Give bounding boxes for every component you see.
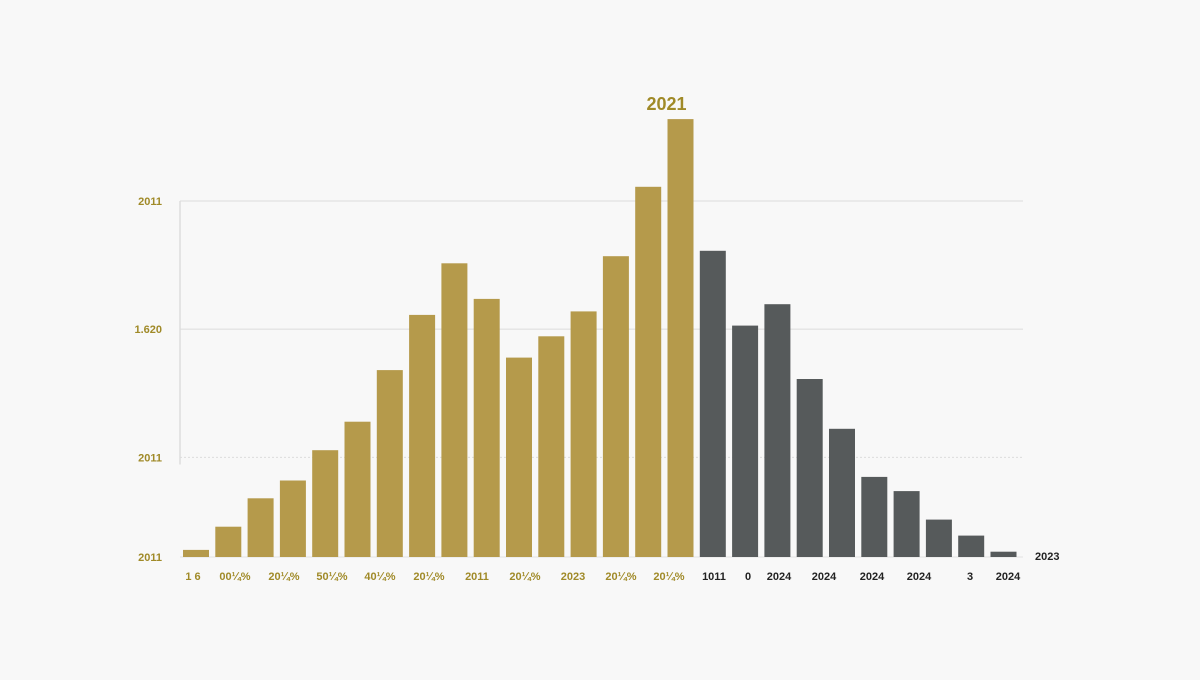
x-tick-label: 00¼%	[219, 571, 250, 583]
bar-layer	[183, 119, 1017, 558]
bar	[861, 476, 888, 557]
bar	[925, 519, 952, 557]
x-tick-label: 20¼%	[413, 571, 444, 583]
y-tick-label: 1.620	[134, 324, 162, 336]
bar	[215, 526, 242, 557]
label-layer: 2011 2011 1.620 2011 2021 2023 1 6 00¼% 20¼% 50¼%…	[134, 94, 1059, 583]
bar	[247, 498, 274, 557]
bar	[279, 480, 306, 557]
bar	[570, 311, 597, 557]
x-tick-label: 20¼%	[268, 571, 299, 583]
bar	[538, 336, 565, 557]
x-tick-label: 2024	[907, 571, 932, 583]
peak-label: 2021	[646, 94, 686, 114]
x-tick-label: 1011	[702, 571, 726, 583]
bar	[344, 421, 371, 557]
bar	[667, 119, 694, 557]
x-tick-label: 2011	[465, 571, 489, 583]
x-tick-label: 1 6	[185, 571, 200, 583]
bar	[796, 379, 823, 557]
x-tick-label: 40¼%	[364, 571, 395, 583]
bar	[990, 551, 1017, 557]
x-tick-label: 3	[967, 571, 973, 583]
bar	[893, 491, 920, 557]
bar	[312, 450, 339, 557]
bar	[635, 186, 662, 558]
bar	[829, 428, 855, 557]
y-tick-label: 2011	[138, 196, 162, 208]
bar	[376, 370, 403, 557]
x-tick-label: 20¼%	[653, 571, 684, 583]
bar	[183, 549, 209, 557]
bar	[506, 357, 532, 557]
bar	[441, 263, 468, 557]
bar	[958, 535, 985, 557]
x-tick-label: 2024	[812, 571, 837, 583]
bar	[602, 256, 629, 557]
x-tick-label: 0	[745, 571, 751, 583]
bar	[409, 314, 436, 557]
x-tick-label: 50¼%	[316, 571, 347, 583]
x-tick-label: 2024	[996, 571, 1021, 583]
right-end-label: 2023	[1035, 551, 1059, 563]
x-tick-label: 20¼%	[509, 571, 540, 583]
x-tick-label: 2023	[561, 571, 585, 583]
y-tick-label: 2011	[138, 552, 162, 564]
y-tick-label: 2011	[138, 452, 162, 464]
bar	[699, 250, 726, 558]
bar	[732, 325, 759, 557]
x-tick-label: 2024	[860, 571, 885, 583]
x-tick-label: 2024	[767, 571, 792, 583]
bar	[764, 304, 791, 557]
bar	[473, 298, 500, 557]
x-tick-label: 20¼%	[605, 571, 636, 583]
